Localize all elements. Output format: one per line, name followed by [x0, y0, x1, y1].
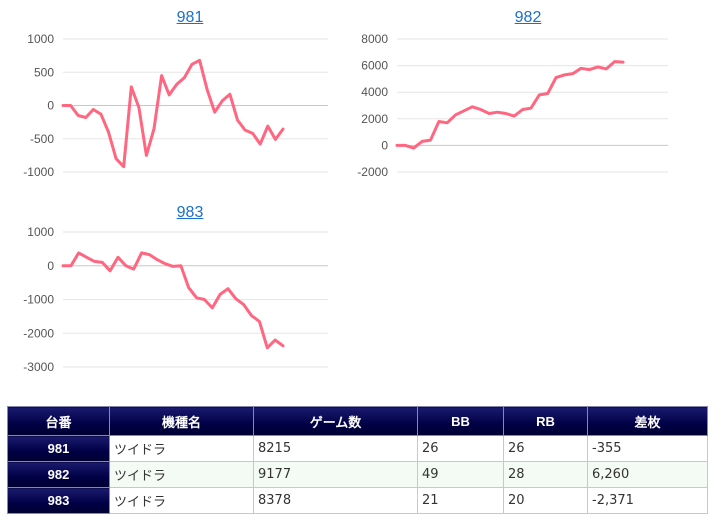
machine-number-cell: 983 — [7, 487, 110, 514]
y-tick-label: 8000 — [361, 32, 388, 46]
line-chart: 8000 6000 4000 2000 0 -2000 — [357, 32, 668, 179]
rb-cell: 28 — [503, 461, 588, 488]
column-header-model-name: 機種名 — [109, 406, 254, 436]
difference-cell: -355 — [587, 435, 708, 462]
chart-panel-981: 981 1000 500 0 -500 -1000 — [0, 0, 340, 190]
rb-cell: 20 — [503, 487, 588, 514]
y-tick-label: 500 — [34, 65, 54, 79]
y-tick-label: -2000 — [357, 165, 388, 179]
y-tick-label: 6000 — [361, 59, 388, 73]
bb-cell: 26 — [417, 435, 504, 462]
column-header-difference: 差枚 — [587, 406, 708, 436]
series-line — [395, 60, 625, 150]
difference-cell: 6,260 — [587, 461, 708, 488]
model-name-cell: ツイドラ — [109, 461, 254, 488]
y-tick-label: -500 — [30, 132, 54, 146]
series-line — [61, 58, 285, 169]
column-header-game-count: ゲーム数 — [253, 406, 418, 436]
column-header-machine-number: 台番 — [7, 406, 110, 436]
y-tick-label: 0 — [47, 99, 54, 113]
y-tick-label: -3000 — [23, 360, 54, 374]
column-header-rb: RB — [503, 406, 588, 436]
model-name-cell: ツイドラ — [109, 435, 254, 462]
chart-panel-983: 983 1000 0 -1000 -2000 -3000 — [0, 192, 340, 382]
column-header-bb: BB — [417, 406, 504, 436]
y-tick-label: 1000 — [27, 32, 54, 46]
model-name-cell: ツイドラ — [109, 487, 254, 514]
table-row: 981 ツイドラ 8215 26 26 -355 — [7, 435, 708, 462]
y-tick-label: 0 — [381, 138, 388, 152]
chart-title-link[interactable]: 982 — [514, 9, 542, 26]
y-tick-label: 0 — [47, 259, 54, 273]
y-tick-label: 1000 — [27, 225, 54, 239]
machine-data-table: 台番 機種名 ゲーム数 BB RB 差枚 981 ツイドラ 8215 26 26… — [7, 406, 708, 514]
machine-number-cell: 981 — [7, 435, 110, 462]
chart-panel-982: 982 8000 6000 4000 2000 0 -2000 — [340, 0, 680, 190]
y-tick-label: -2000 — [23, 326, 54, 340]
y-tick-label: -1000 — [23, 165, 54, 179]
line-chart: 1000 0 -1000 -2000 -3000 — [23, 225, 328, 374]
difference-cell: -2,371 — [587, 487, 708, 514]
game-count-cell: 9177 — [253, 461, 418, 488]
table-header-row: 台番 機種名 ゲーム数 BB RB 差枚 — [7, 406, 708, 436]
chart-title-link[interactable]: 983 — [176, 204, 204, 221]
y-tick-label: 4000 — [361, 85, 388, 99]
game-count-cell: 8215 — [253, 435, 418, 462]
series-line — [61, 251, 285, 350]
y-tick-label: -1000 — [23, 293, 54, 307]
table-row: 983 ツイドラ 8378 21 20 -2,371 — [7, 487, 708, 514]
bb-cell: 21 — [417, 487, 504, 514]
bb-cell: 49 — [417, 461, 504, 488]
y-tick-label: 2000 — [361, 112, 388, 126]
line-chart: 1000 500 0 -500 -1000 — [23, 32, 328, 179]
table-row: 982 ツイドラ 9177 49 28 6,260 — [7, 461, 708, 488]
chart-title-link[interactable]: 981 — [176, 9, 204, 26]
game-count-cell: 8378 — [253, 487, 418, 514]
machine-number-cell: 982 — [7, 461, 110, 488]
rb-cell: 26 — [503, 435, 588, 462]
